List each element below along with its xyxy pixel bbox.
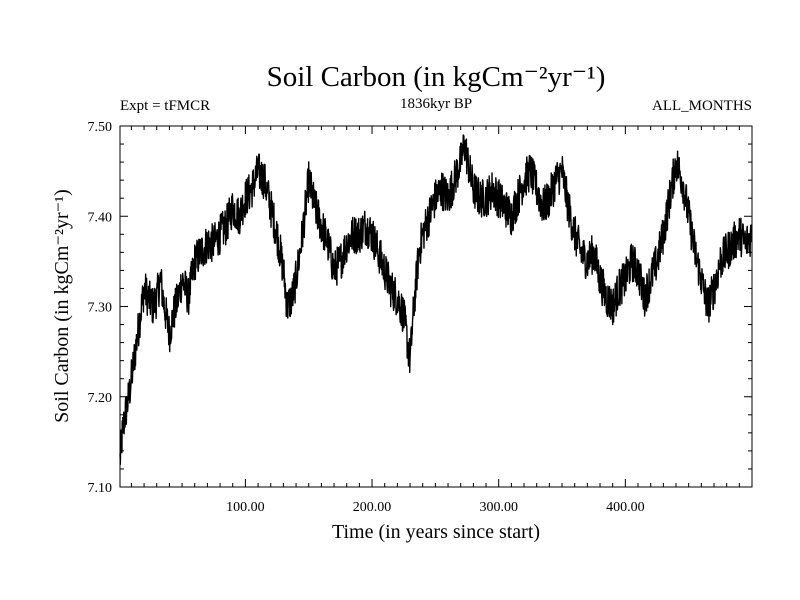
series-line [119,134,753,465]
chart-title-unit: (in kgCm⁻²yr⁻¹) [413,61,605,93]
y-tick-label: 7.40 [88,210,113,225]
x-tick-label: 400.00 [606,500,645,515]
y-tick-label: 7.20 [88,391,113,406]
experiment-label: Expt = tFMCR [120,98,210,114]
series-layer [119,134,753,465]
y-axis-label: Soil Carbon (in kgCm⁻²yr⁻¹) [51,189,73,423]
y-axis: 7.10 7.20 7.30 7.40 7.50 [88,120,752,496]
chart-title: Soil Carbon (in kgCm⁻²yr⁻¹) [267,61,606,93]
x-tick-label: 300.00 [479,500,518,515]
y-tick-label: 7.50 [88,120,113,135]
x-axis: 100.00 200.00 300.00 400.00 [130,126,740,515]
x-tick-label: 100.00 [226,500,265,515]
y-tick-label: 7.30 [88,301,113,316]
chart-title-main: Soil Carbon [267,61,407,93]
x-tick-label: 200.00 [353,500,392,515]
chart-subtitle: 1836kyr BP [400,96,472,112]
x-axis-label: Time (in years since start) [332,521,540,543]
y-tick-label: 7.10 [88,481,113,496]
months-label: ALL_MONTHS [652,98,752,114]
